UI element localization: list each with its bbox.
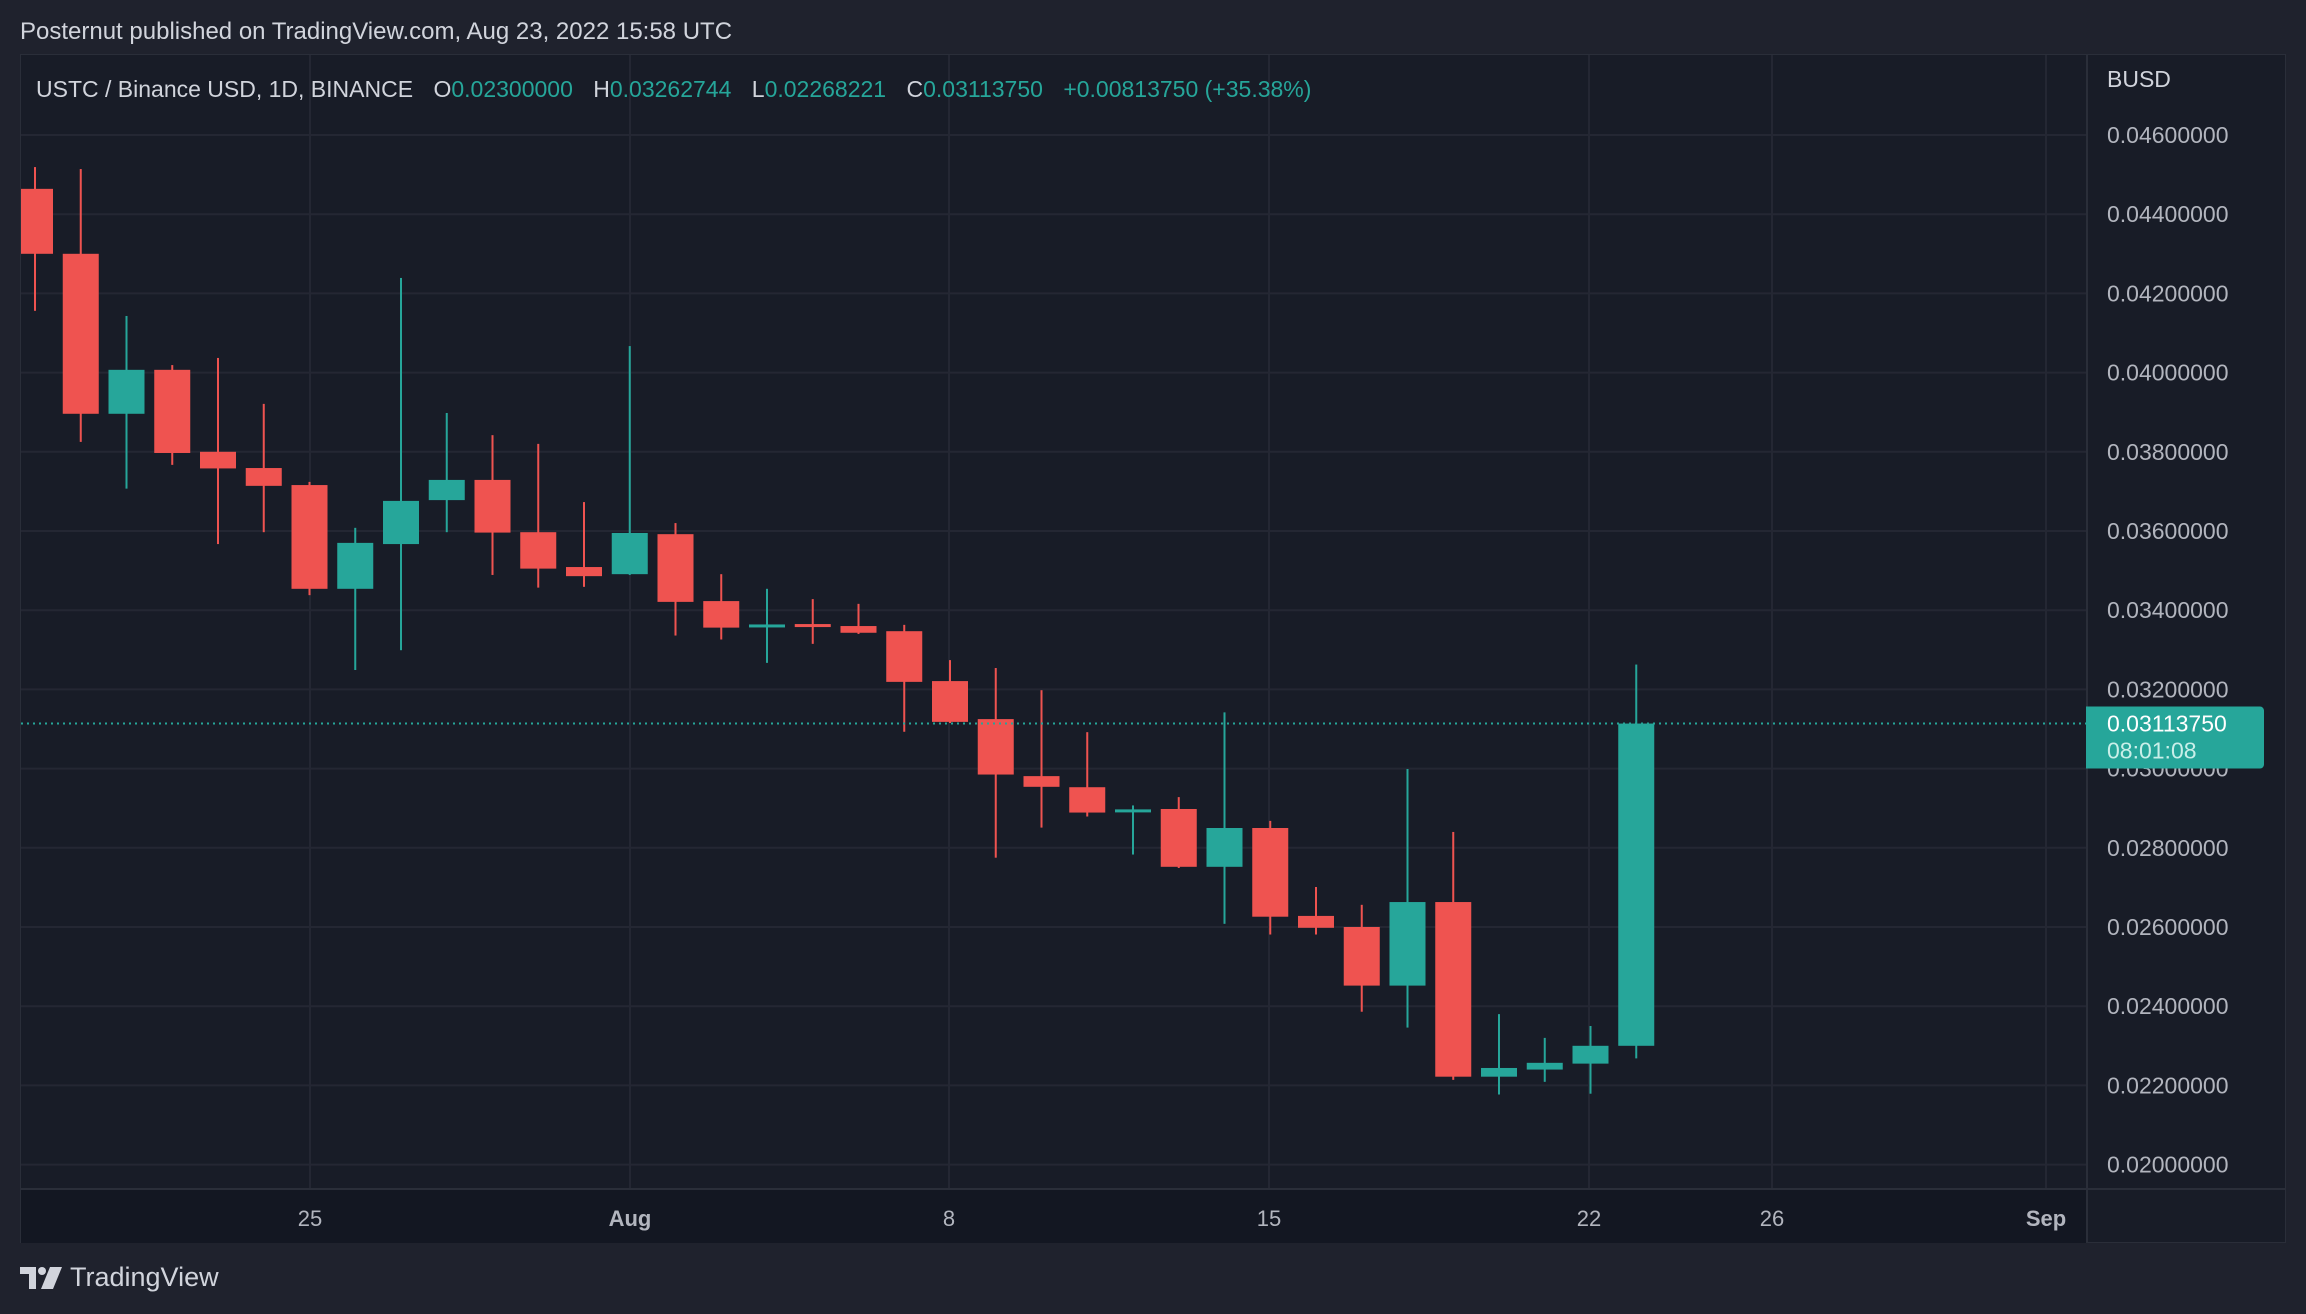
change-value: +0.00813750 (+35.38%) bbox=[1063, 76, 1312, 102]
low-key: L bbox=[751, 76, 765, 102]
candle bbox=[1435, 831, 1472, 1080]
candle bbox=[1389, 768, 1426, 1028]
candle bbox=[62, 169, 99, 442]
candle bbox=[566, 502, 602, 587]
candle bbox=[428, 412, 465, 533]
open-value: 0.02300000 bbox=[451, 76, 573, 102]
price-tick: 0.02200000 bbox=[2107, 1072, 2229, 1098]
grid-lines bbox=[21, 55, 2086, 1243]
candle bbox=[337, 527, 374, 670]
symbol-name[interactable]: USTC / Binance USD, 1D, BINANCE bbox=[36, 76, 414, 102]
symbol-legend: USTC / Binance USD, 1D, BINANCE O0.02300… bbox=[36, 76, 1311, 103]
low-value: 0.02268221 bbox=[764, 76, 887, 102]
open-key: O bbox=[433, 76, 452, 102]
candle bbox=[840, 603, 877, 634]
candle bbox=[611, 346, 648, 575]
candle bbox=[1298, 887, 1334, 935]
high-value: 0.03262744 bbox=[609, 76, 732, 102]
price-tick: 0.04200000 bbox=[2107, 280, 2229, 306]
candle bbox=[1618, 664, 1655, 1059]
price-tick: 0.02000000 bbox=[2107, 1152, 2229, 1178]
candle bbox=[1023, 690, 1060, 828]
candle bbox=[474, 435, 511, 575]
candle bbox=[977, 668, 1014, 858]
price-tick: 0.03400000 bbox=[2107, 597, 2229, 623]
chart-frame[interactable] bbox=[20, 54, 2286, 1243]
time-tick: Aug bbox=[609, 1206, 652, 1231]
tradingview-logo-icon bbox=[20, 1266, 62, 1289]
candle bbox=[657, 523, 694, 636]
candle bbox=[703, 574, 740, 640]
time-tick: 25 bbox=[298, 1206, 322, 1231]
price-tick: 0.04600000 bbox=[2107, 122, 2229, 148]
candle bbox=[21, 167, 53, 311]
time-tick: 26 bbox=[1760, 1206, 1784, 1231]
close-value: 0.03113750 bbox=[923, 76, 1043, 102]
candle bbox=[749, 588, 785, 663]
publish-info: Posternut published on TradingView.com, … bbox=[20, 18, 733, 45]
candle bbox=[886, 624, 923, 732]
candle bbox=[1343, 904, 1380, 1012]
price-tick: 0.03200000 bbox=[2107, 676, 2229, 702]
candle bbox=[291, 481, 328, 596]
price-tick: 0.03800000 bbox=[2107, 439, 2229, 465]
candle bbox=[154, 365, 191, 465]
candle bbox=[108, 315, 145, 489]
candle bbox=[1115, 805, 1151, 855]
price-tick: 0.04400000 bbox=[2107, 201, 2229, 227]
candle bbox=[932, 660, 968, 724]
candle bbox=[1252, 820, 1289, 935]
svg-text:0.03113750: 0.03113750 bbox=[2107, 711, 2227, 737]
candle bbox=[200, 357, 236, 545]
price-tick: 0.02600000 bbox=[2107, 914, 2229, 940]
time-tick: Sep bbox=[2026, 1206, 2066, 1231]
price-tick: 0.02800000 bbox=[2107, 835, 2229, 861]
bar-countdown: 08:01:08 bbox=[2107, 738, 2197, 764]
high-key: H bbox=[593, 76, 610, 102]
axes: 0.04600000 0.04400000 0.04200000 0.04000000… bbox=[21, 55, 2285, 1243]
time-tick: 22 bbox=[1577, 1206, 1601, 1231]
price-tick: 0.03600000 bbox=[2107, 518, 2229, 544]
brand-name: TradingView bbox=[70, 1262, 219, 1292]
candle bbox=[1572, 1026, 1609, 1094]
time-tick: 15 bbox=[1257, 1206, 1281, 1231]
candles bbox=[21, 167, 1655, 1095]
candle bbox=[383, 277, 419, 651]
candle bbox=[1206, 712, 1243, 924]
close-key: C bbox=[906, 76, 924, 102]
price-tick: 0.04000000 bbox=[2107, 360, 2229, 386]
candle bbox=[794, 599, 831, 644]
candle bbox=[1069, 732, 1106, 817]
candle bbox=[1526, 1037, 1563, 1082]
candle bbox=[520, 443, 557, 588]
candle bbox=[1481, 1014, 1517, 1095]
candle bbox=[245, 403, 282, 533]
candle bbox=[1160, 797, 1197, 868]
tradingview-logo[interactable]: TradingView bbox=[20, 1262, 219, 1293]
currency-label: BUSD bbox=[2107, 66, 2171, 92]
price-tick: 0.02400000 bbox=[2107, 993, 2229, 1019]
time-tick: 8 bbox=[943, 1206, 955, 1231]
